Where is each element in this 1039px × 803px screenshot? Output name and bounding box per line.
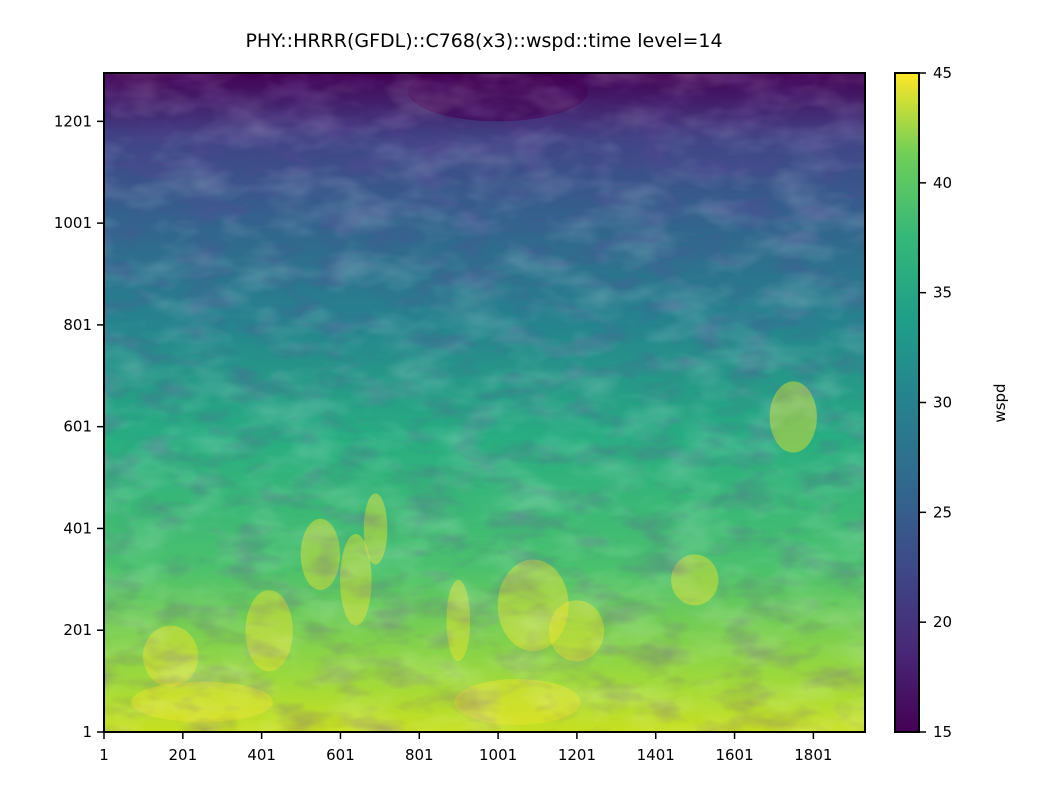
y-tick-label: 801	[63, 316, 92, 334]
colorbar-tick-label: 45	[933, 64, 952, 82]
x-tick-label: 1601	[715, 746, 753, 764]
colorbar-tick-label: 20	[933, 613, 952, 631]
x-tick-label: 1	[99, 746, 109, 764]
heatmap-texture-dark	[104, 73, 865, 732]
colorbar: 15 20 25 30 35 40 45 wspd	[894, 64, 1009, 741]
x-tick-label: 1201	[558, 746, 596, 764]
y-tick-label: 1001	[54, 214, 92, 232]
x-axis: 1 201 401 601 801 1001 1201 1401 1601 1801	[99, 732, 832, 764]
chart-title: PHY::HRRR(GFDL)::C768(x3)::wspd::time le…	[245, 30, 722, 52]
x-tick-label: 1001	[479, 746, 517, 764]
y-tick-label: 1	[82, 723, 92, 741]
heatmap-field	[104, 73, 865, 732]
x-tick-label: 201	[168, 746, 197, 764]
y-tick-label: 601	[63, 418, 92, 436]
x-tick-label: 401	[247, 746, 276, 764]
x-tick-label: 801	[405, 746, 434, 764]
colorbar-gradient	[895, 73, 919, 732]
colorbar-tick-label: 25	[933, 503, 952, 521]
colorbar-tick-label: 30	[933, 394, 952, 412]
colorbar-label: wspd	[991, 383, 1009, 422]
y-tick-label: 201	[63, 621, 92, 639]
y-tick-label: 1201	[54, 112, 92, 130]
x-tick-label: 601	[326, 746, 355, 764]
y-tick-label: 401	[63, 519, 92, 537]
colorbar-tick-label: 40	[933, 174, 952, 192]
colorbar-ticks: 15 20 25 30 35 40 45	[919, 64, 952, 741]
plot-frame	[103, 72, 866, 733]
colorbar-tick-label: 15	[933, 723, 952, 741]
x-tick-label: 1801	[794, 746, 832, 764]
x-tick-label: 1401	[637, 746, 675, 764]
colorbar-tick-label: 35	[933, 284, 952, 302]
